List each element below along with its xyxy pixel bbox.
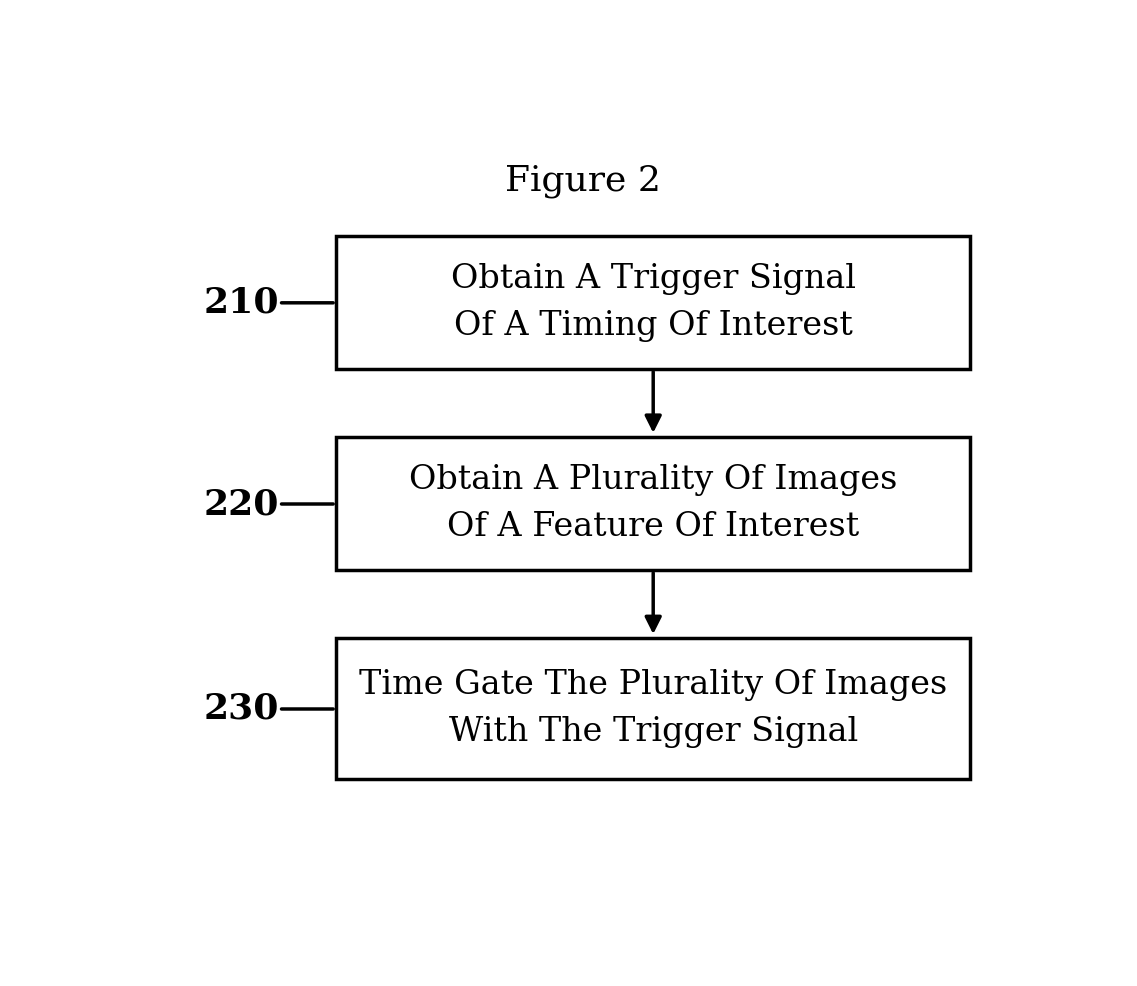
- Text: Obtain A Plurality Of Images
Of A Feature Of Interest: Obtain A Plurality Of Images Of A Featur…: [409, 464, 897, 543]
- Bar: [337, 437, 971, 570]
- Text: 230: 230: [204, 692, 280, 726]
- Text: Obtain A Trigger Signal
Of A Timing Of Interest: Obtain A Trigger Signal Of A Timing Of I…: [450, 263, 856, 342]
- Text: 220: 220: [204, 487, 280, 521]
- Bar: [337, 236, 971, 369]
- Text: 210: 210: [204, 286, 280, 319]
- Text: Figure 2: Figure 2: [505, 164, 661, 198]
- Text: Time Gate The Plurality Of Images
With The Trigger Signal: Time Gate The Plurality Of Images With T…: [359, 669, 947, 748]
- Bar: [337, 638, 971, 779]
